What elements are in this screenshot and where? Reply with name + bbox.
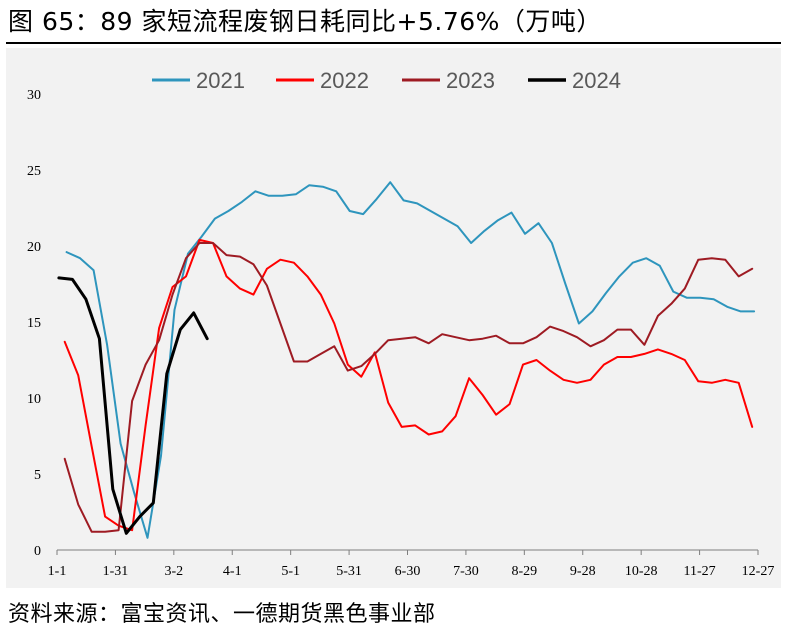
x-tick-label: 12-27 <box>742 564 775 579</box>
series-line-2021 <box>65 181 756 539</box>
y-tick-label: 20 <box>27 240 41 255</box>
y-tick-label: 10 <box>27 392 41 407</box>
x-tick-label: 1-1 <box>48 564 67 579</box>
series-line-2024 <box>57 276 209 535</box>
x-tick-label: 6-30 <box>395 564 421 579</box>
x-tick-label: 1-31 <box>103 564 129 579</box>
y-tick-label: 0 <box>34 544 41 559</box>
legend-label-2024: 2024 <box>572 68 621 93</box>
x-tick-label: 5-1 <box>281 564 300 579</box>
x-tick-label: 3-2 <box>164 564 183 579</box>
y-tick-label: 30 <box>27 88 41 103</box>
series-group <box>57 181 756 539</box>
series-line-2022 <box>63 238 754 532</box>
figure-title: 图 65：89 家短流程废钢日耗同比+5.76%（万吨） <box>8 7 602 36</box>
x-tick-label: 4-1 <box>223 564 242 579</box>
title-divider <box>6 42 781 44</box>
x-tick-label: 10-28 <box>625 564 658 579</box>
series-line-2023 <box>63 242 754 533</box>
x-tick-label: 7-30 <box>453 564 479 579</box>
x-tick-label: 11-27 <box>684 564 716 579</box>
y-tick-label: 15 <box>27 316 41 331</box>
chart-panel: 0 5 10 15 20 25 30 1-1 1-31 3-2 4-1 5-1 5-31 6-30 7-30… <box>6 48 781 588</box>
source-note: 资料来源：富宝资讯、一德期货黑色事业部 <box>8 602 436 627</box>
legend-label-2022: 2022 <box>320 68 369 93</box>
legend-label-2021: 2021 <box>196 68 245 93</box>
legend-label-2023: 2023 <box>446 68 495 93</box>
axes-group: 0 5 10 15 20 25 30 1-1 1-31 3-2 4-1 5-1 5-31 6-30 7-30… <box>27 88 774 579</box>
y-tick-label: 5 <box>34 468 41 483</box>
legend: 2021 2022 2023 2024 <box>152 68 621 93</box>
x-tick-label: 9-28 <box>570 564 596 579</box>
line-chart: 0 5 10 15 20 25 30 1-1 1-31 3-2 4-1 5-1 5-31 6-30 7-30… <box>27 68 774 579</box>
x-tick-label: 8-29 <box>511 564 537 579</box>
x-tick-label: 5-31 <box>336 564 362 579</box>
y-tick-label: 25 <box>27 164 41 179</box>
